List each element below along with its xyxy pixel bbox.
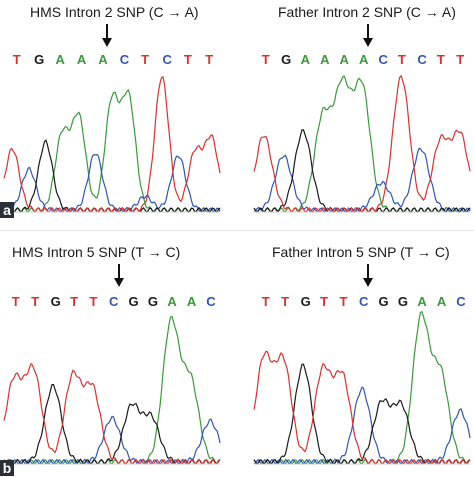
trace-T [253, 74, 471, 213]
base-call-letter: G [281, 52, 292, 67]
base-call-letter: C [359, 294, 369, 309]
down-arrow-icon [102, 24, 112, 47]
base-call-letter: C [417, 52, 427, 67]
trace-A [3, 89, 221, 213]
base-call-letter: A [186, 294, 197, 309]
panel-divider [0, 230, 474, 231]
base-call-letter: C [109, 294, 119, 309]
panel-b-left-title: HMS Intron 5 SNP (T → C) [12, 244, 181, 260]
base-call-letter: C [119, 52, 130, 67]
down-arrow-icon [363, 24, 373, 47]
trace-G [3, 139, 221, 213]
panel-a-left-title: HMS Intron 2 SNP (C → A) [30, 4, 199, 20]
base-call-letter: G [397, 294, 409, 309]
base-call-letter: T [89, 294, 98, 309]
base-call-letter: A [55, 52, 65, 67]
panel-b-right-chromatogram [253, 311, 471, 465]
trace-A [253, 74, 471, 213]
panel-b-right-title: Father Intron 5 SNP (T → C) [272, 244, 450, 260]
trace-C [253, 147, 471, 213]
base-call-letter: A [320, 52, 330, 67]
base-call-letter: T [141, 52, 150, 67]
trace-C [3, 415, 221, 465]
base-call-letter: A [436, 294, 447, 309]
trace-A [3, 316, 221, 465]
panel-label-a: a [0, 202, 14, 218]
base-call-letter: T [11, 294, 20, 309]
base-call-letter: A [167, 294, 177, 309]
base-call-letter: T [183, 52, 192, 67]
trace-T [3, 362, 221, 465]
base-call-letter: T [436, 52, 445, 67]
panel-a-right-chromatogram [253, 74, 471, 213]
base-call-letter: C [162, 52, 172, 67]
base-call-letter: T [339, 294, 348, 309]
base-call-letter: T [397, 52, 406, 67]
base-call-letter: T [31, 294, 40, 309]
panel-label-b: b [0, 460, 14, 476]
base-call-letter: C [456, 294, 466, 309]
base-call-letter: T [12, 52, 21, 67]
base-call-letter: A [339, 52, 349, 67]
base-call-letter: A [76, 52, 87, 67]
base-call-letter: C [206, 294, 216, 309]
base-call-letter: G [128, 294, 139, 309]
panel-a-left-chromatogram [3, 75, 221, 213]
base-call-letter: A [98, 52, 108, 67]
base-call-letter: G [300, 294, 311, 309]
base-call-letter: G [378, 294, 389, 309]
base-call-letter: A [300, 52, 311, 67]
base-call-letter: A [417, 294, 427, 309]
trace-G [253, 129, 471, 213]
trace-T [253, 350, 471, 465]
down-arrow-icon [363, 264, 373, 287]
trace-G [253, 363, 471, 465]
base-call-letter: T [261, 52, 270, 67]
trace-C [3, 153, 221, 213]
down-arrow-icon [114, 264, 124, 287]
panel-b-left-chromatogram [3, 316, 221, 465]
base-call-letter: A [359, 52, 369, 67]
base-call-letter: G [50, 294, 61, 309]
base-call-letter: T [320, 294, 329, 309]
base-call-letter: T [281, 294, 290, 309]
base-call-letter: T [205, 52, 214, 67]
base-call-letter: T [70, 294, 79, 309]
base-call-letter: T [456, 52, 465, 67]
base-call-letter: G [34, 52, 45, 67]
panel-a-right-title: Father Intron 2 SNP (C → A) [278, 4, 456, 20]
base-call-letter: C [378, 52, 388, 67]
trace-G [3, 384, 221, 465]
base-call-letter: T [261, 294, 270, 309]
base-call-letter: G [147, 294, 159, 309]
